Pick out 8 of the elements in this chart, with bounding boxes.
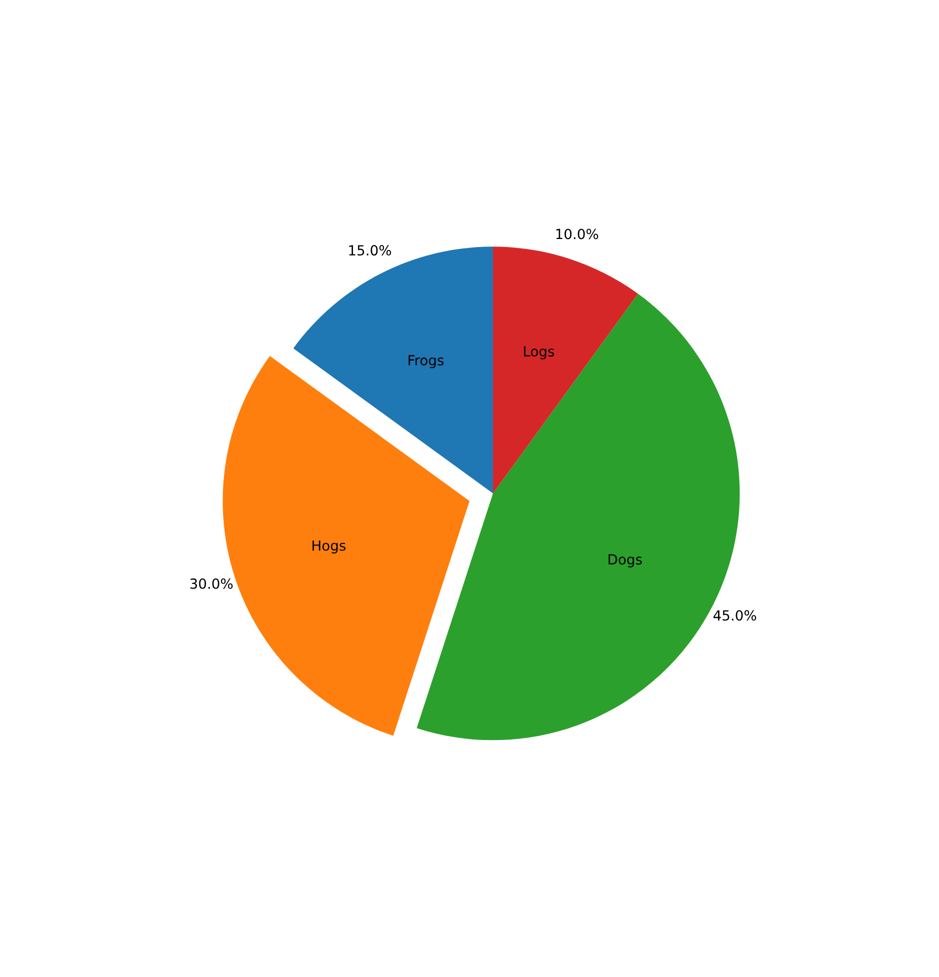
slice-label: Hogs [312,540,346,554]
slice-label: Logs [524,346,554,360]
data-label: 30.0% [190,578,233,589]
slice-label: Dogs [608,554,642,568]
slice-label: Frogs [408,355,444,368]
data-label: 15.0% [349,245,392,256]
data-label: 45.0% [713,610,756,621]
data-label: 10.0% [556,228,598,240]
